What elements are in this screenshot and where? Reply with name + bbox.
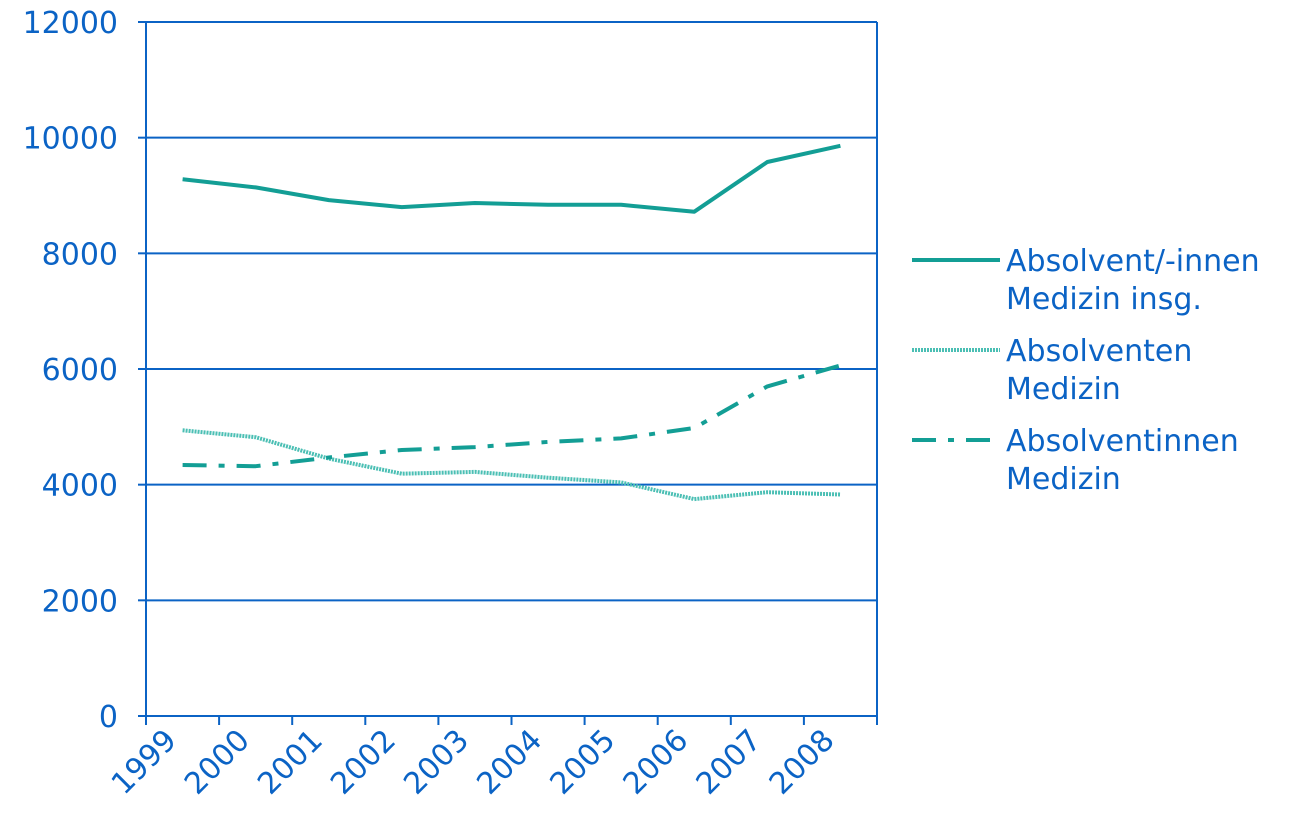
- data-point: [692, 210, 696, 214]
- data-point: [400, 205, 404, 209]
- legend-label: Absolvent/-innen: [1006, 244, 1260, 279]
- legend-label: Absolventen: [1006, 334, 1192, 369]
- x-tick-label: 2000: [178, 723, 257, 802]
- data-point: [692, 497, 696, 501]
- data-point: [838, 144, 842, 148]
- data-point: [546, 476, 550, 480]
- legend-label: Medizin: [1006, 462, 1121, 497]
- data-point: [619, 480, 623, 484]
- series-line-2: [182, 428, 841, 502]
- y-tick-label: 8000: [42, 237, 118, 272]
- data-point: [473, 201, 477, 205]
- data-point: [619, 203, 623, 207]
- data-point: [765, 384, 769, 388]
- series-lines: [181, 143, 842, 502]
- series-line-1: [182, 143, 841, 214]
- legend-label: Medizin insg.: [1006, 282, 1202, 317]
- data-point: [546, 440, 550, 444]
- data-point: [400, 472, 404, 476]
- y-tick-label: 2000: [42, 584, 118, 619]
- data-point: [254, 464, 258, 468]
- data-point: [765, 490, 769, 494]
- y-tick-label: 6000: [42, 353, 118, 388]
- x-tick-label: 2007: [690, 723, 769, 802]
- x-tick-label: 2003: [397, 723, 476, 802]
- x-tick-label: 2008: [763, 723, 842, 802]
- x-tick-label: 2004: [470, 723, 549, 802]
- data-point: [254, 435, 258, 439]
- y-tick-label: 12000: [23, 6, 118, 41]
- gridlines: [146, 21, 877, 602]
- data-point: [619, 436, 623, 440]
- data-point: [838, 492, 842, 496]
- data-point: [473, 470, 477, 474]
- data-point: [181, 428, 185, 432]
- data-point: [327, 455, 331, 459]
- data-point: [400, 448, 404, 452]
- data-point: [181, 463, 185, 467]
- data-point: [692, 426, 696, 430]
- axes: [138, 21, 878, 725]
- data-point: [254, 185, 258, 189]
- series-line-3: [182, 363, 841, 469]
- x-tick-label: 2002: [324, 723, 403, 802]
- y-tick-label: 0: [99, 700, 118, 735]
- data-point: [327, 198, 331, 202]
- data-point: [473, 445, 477, 449]
- y-tick-label: 4000: [42, 469, 118, 504]
- y-tick-label: 10000: [23, 122, 118, 157]
- data-point: [181, 177, 185, 181]
- x-tick-label: 2005: [544, 723, 623, 802]
- legend-label: Absolventinnen: [1006, 424, 1239, 459]
- legend-label: Medizin: [1006, 372, 1121, 407]
- x-tick-label: 2006: [617, 723, 696, 802]
- x-tick-label: 2001: [251, 723, 330, 802]
- data-point: [765, 160, 769, 164]
- data-point: [838, 364, 842, 368]
- data-point: [546, 203, 550, 207]
